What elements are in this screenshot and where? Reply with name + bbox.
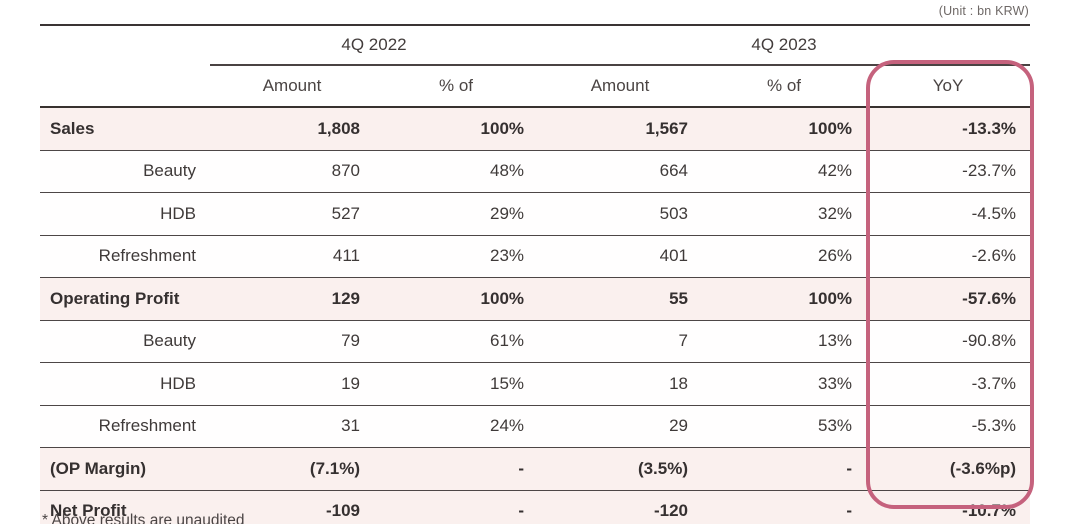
row-label: Net Profit — [40, 490, 210, 524]
results-table: 4Q 2022 4Q 2023 Amount % of Amount % of … — [40, 24, 1031, 524]
cell-amount-2022: 129 — [210, 277, 374, 321]
header-spacer — [40, 24, 210, 65]
row-label: HDB — [40, 362, 210, 406]
cell-yoy: -5.3% — [866, 405, 1031, 448]
header-spacer — [40, 65, 210, 108]
cell-amount-2022: 79 — [210, 320, 374, 363]
cell-pct-2023: 42% — [702, 150, 867, 193]
cell-pct-2023: 100% — [702, 107, 867, 151]
cell-amount-2023: 55 — [538, 277, 703, 321]
row-label: (OP Margin) — [40, 447, 210, 491]
cell-yoy: -13.3% — [866, 107, 1031, 151]
table-row-sales-hdb: HDB 527 29% 503 32% -4.5% — [40, 192, 1031, 236]
row-label: Refreshment — [40, 235, 210, 278]
footnote: * Above results are unaudited — [42, 512, 245, 524]
table-row-net-profit: Net Profit -109 - -120 - -10.7% — [40, 490, 1031, 524]
cell-pct-2023: - — [702, 490, 867, 524]
row-label: Beauty — [40, 150, 210, 193]
unit-label: (Unit : bn KRW) — [938, 4, 1029, 18]
cell-pct-2022: 100% — [374, 107, 539, 151]
cell-amount-2022: 19 — [210, 362, 374, 406]
cell-yoy: (-3.6%p) — [866, 447, 1031, 491]
table-row-op-hdb: HDB 19 15% 18 33% -3.7% — [40, 362, 1031, 406]
cell-pct-2022: - — [374, 447, 539, 491]
cell-amount-2022: -109 — [210, 490, 374, 524]
column-header-row: Amount % of Amount % of YoY — [40, 65, 1031, 108]
cell-pct-2022: 48% — [374, 150, 539, 193]
cell-yoy: -90.8% — [866, 320, 1031, 363]
cell-yoy: -10.7% — [866, 490, 1031, 524]
cell-yoy: -2.6% — [866, 235, 1031, 278]
col-header-pct-2023: % of — [702, 65, 867, 108]
row-label: Beauty — [40, 320, 210, 363]
cell-pct-2022: 29% — [374, 192, 539, 236]
cell-pct-2023: 100% — [702, 277, 867, 321]
cell-amount-2023: 1,567 — [538, 107, 703, 151]
cell-yoy: -23.7% — [866, 150, 1031, 193]
cell-pct-2023: 13% — [702, 320, 867, 363]
cell-amount-2023: 29 — [538, 405, 703, 448]
cell-amount-2023: -120 — [538, 490, 703, 524]
cell-amount-2022: 1,808 — [210, 107, 374, 151]
cell-yoy: -4.5% — [866, 192, 1031, 236]
col-header-pct-2022: % of — [374, 65, 539, 108]
cell-amount-2022: 411 — [210, 235, 374, 278]
cell-amount-2022: (7.1%) — [210, 447, 374, 491]
group-header-4q2022: 4Q 2022 — [210, 24, 539, 66]
cell-pct-2022: 61% — [374, 320, 539, 363]
cell-amount-2023: (3.5%) — [538, 447, 703, 491]
cell-amount-2022: 31 — [210, 405, 374, 448]
col-header-amount-2022: Amount — [210, 65, 374, 108]
period-group-row: 4Q 2022 4Q 2023 — [40, 24, 1031, 66]
cell-amount-2023: 664 — [538, 150, 703, 193]
table-row-sales-refreshment: Refreshment 411 23% 401 26% -2.6% — [40, 235, 1031, 278]
cell-yoy: -3.7% — [866, 362, 1031, 406]
table-row-sales-beauty: Beauty 870 48% 664 42% -23.7% — [40, 150, 1031, 193]
table-row-op-refreshment: Refreshment 31 24% 29 53% -5.3% — [40, 405, 1031, 448]
cell-amount-2023: 503 — [538, 192, 703, 236]
cell-pct-2022: 23% — [374, 235, 539, 278]
cell-pct-2023: 53% — [702, 405, 867, 448]
cell-amount-2023: 18 — [538, 362, 703, 406]
cell-amount-2022: 870 — [210, 150, 374, 193]
group-header-4q2023: 4Q 2023 — [538, 24, 1031, 66]
col-header-amount-2023: Amount — [538, 65, 703, 108]
table-row-operating-profit: Operating Profit 129 100% 55 100% -57.6% — [40, 277, 1031, 321]
table-row-op-beauty: Beauty 79 61% 7 13% -90.8% — [40, 320, 1031, 363]
row-label: Operating Profit — [40, 277, 210, 321]
cell-amount-2023: 7 — [538, 320, 703, 363]
row-label: Sales — [40, 107, 210, 151]
table-row-sales: Sales 1,808 100% 1,567 100% -13.3% — [40, 107, 1031, 151]
cell-yoy: -57.6% — [866, 277, 1031, 321]
cell-pct-2022: - — [374, 490, 539, 524]
cell-pct-2022: 24% — [374, 405, 539, 448]
cell-pct-2022: 100% — [374, 277, 539, 321]
cell-amount-2023: 401 — [538, 235, 703, 278]
cell-pct-2023: 32% — [702, 192, 867, 236]
cell-pct-2023: - — [702, 447, 867, 491]
table-row-op-margin: (OP Margin) (7.1%) - (3.5%) - (-3.6%p) — [40, 447, 1031, 491]
cell-amount-2022: 527 — [210, 192, 374, 236]
cell-pct-2023: 33% — [702, 362, 867, 406]
cell-pct-2023: 26% — [702, 235, 867, 278]
row-label: Refreshment — [40, 405, 210, 448]
col-header-yoy: YoY — [866, 65, 1031, 108]
cell-pct-2022: 15% — [374, 362, 539, 406]
row-label: HDB — [40, 192, 210, 236]
